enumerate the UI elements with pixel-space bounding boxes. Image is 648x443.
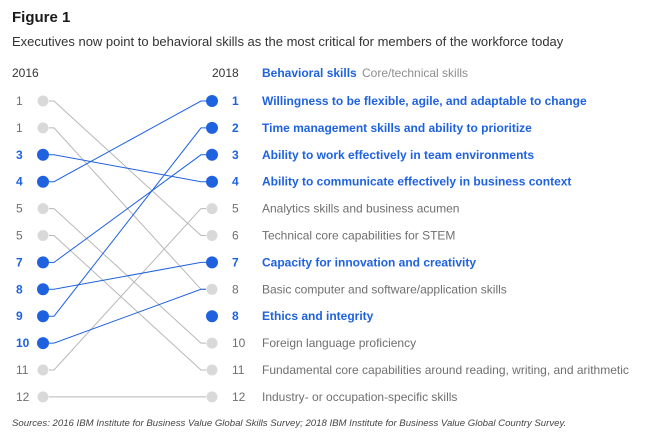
rank-2018-dot	[206, 230, 218, 241]
rank-2016-label: 9	[16, 309, 23, 323]
rank-2016-label: 7	[16, 255, 23, 269]
skill-label: Technical core capabilities for STEM	[262, 229, 455, 243]
rank-2018-dot	[206, 364, 218, 376]
rank-2018-dot	[206, 391, 218, 403]
skill-label: Ethics and integrity	[262, 309, 374, 323]
rank-2018-label: 4	[232, 175, 239, 189]
slope-line-behavioral	[49, 154, 206, 263]
skill-label: Industry- or occupation-specific skills	[262, 390, 457, 404]
rank-2018-dot	[206, 337, 218, 349]
slope-line-behavioral	[49, 261, 206, 290]
rank-2016-label: 3	[16, 148, 23, 162]
legend-behavioral: Behavioral skills	[262, 66, 357, 80]
skill-label: Ability to communicate effectively in bu…	[262, 175, 571, 189]
rank-2018-dot	[206, 256, 218, 269]
rank-2018-label: 11	[232, 363, 245, 377]
rank-2018-dot	[206, 310, 218, 323]
rank-2018-label: 8	[232, 282, 239, 296]
rank-2016-dot	[37, 310, 49, 323]
figure-subtitle: Executives now point to behavioral skill…	[12, 34, 564, 49]
legend-core: Core/technical skills	[362, 66, 468, 80]
rank-2018-label: 7	[232, 255, 239, 269]
slope-line-core	[49, 235, 206, 371]
rank-2018-dot	[206, 121, 218, 134]
rank-2018-label: 6	[232, 229, 239, 243]
rank-dots	[37, 95, 218, 403]
rank-2016-dot	[37, 391, 49, 403]
rank-2016-dot	[37, 337, 49, 350]
slope-line-behavioral	[49, 154, 206, 183]
rank-2018-label: 12	[232, 390, 246, 404]
rank-2016-dot	[37, 122, 49, 134]
skill-label: Analytics skills and business acumen	[262, 202, 459, 216]
rank-2016-label: 5	[16, 229, 23, 243]
rank-2018-dot	[206, 283, 218, 295]
rank-2016-label: 11	[16, 363, 29, 377]
skill-label: Basic computer and software/application …	[262, 282, 507, 296]
rank-2016-label: 12	[16, 390, 30, 404]
rank-2016-label: 10	[16, 336, 30, 350]
rank-2016-dot	[37, 256, 49, 269]
rank-2018-label: 5	[232, 202, 239, 216]
rank-2018-label: 2	[232, 121, 239, 135]
rank-2018-dot	[206, 148, 218, 161]
slope-line-behavioral	[49, 288, 206, 344]
rank-2018-dot	[206, 175, 218, 188]
skill-label: Willingness to be flexible, agile, and a…	[262, 94, 587, 108]
skill-label: Capacity for innovation and creativity	[262, 255, 476, 269]
rank-2016-dot	[37, 148, 49, 161]
rank-2016-label: 5	[16, 202, 23, 216]
left-year-label: 2016	[12, 66, 39, 80]
right-year-label: 2018	[212, 66, 239, 80]
figure-title: Figure 1	[12, 9, 71, 26]
rank-2016-dot	[37, 203, 49, 215]
rank-2018-dot	[206, 95, 218, 107]
skill-label: Time management skills and ability to pr…	[262, 121, 532, 135]
rank-2016-label: 1	[16, 94, 23, 108]
skill-label: Foreign language proficiency	[262, 336, 416, 350]
rank-2018-label: 1	[232, 94, 239, 108]
rank-2016-dot	[37, 283, 49, 296]
slope-line-behavioral	[49, 100, 206, 183]
rank-2018-label: 3	[232, 148, 239, 162]
rank-2016-dot	[37, 95, 49, 107]
slope-lines	[49, 100, 206, 398]
rank-2018-dot	[206, 203, 218, 215]
rank-2016-dot	[37, 364, 49, 376]
rank-2016-dot	[37, 230, 49, 241]
rank-2018-label: 10	[232, 336, 246, 350]
rank-2018-label: 8	[232, 309, 239, 323]
rank-2016-dot	[37, 175, 49, 188]
skill-label: Ability to work effectively in team envi…	[262, 148, 534, 162]
slope-line-behavioral	[49, 127, 206, 317]
skill-label: Fundamental core capabilities around rea…	[262, 363, 629, 377]
rank-2016-label: 1	[16, 121, 23, 135]
slope-line-core	[49, 208, 206, 371]
rank-2016-label: 4	[16, 175, 23, 189]
figure-source: Sources: 2016 IBM Institute for Business…	[12, 418, 567, 429]
rank-2016-label: 8	[16, 282, 23, 296]
